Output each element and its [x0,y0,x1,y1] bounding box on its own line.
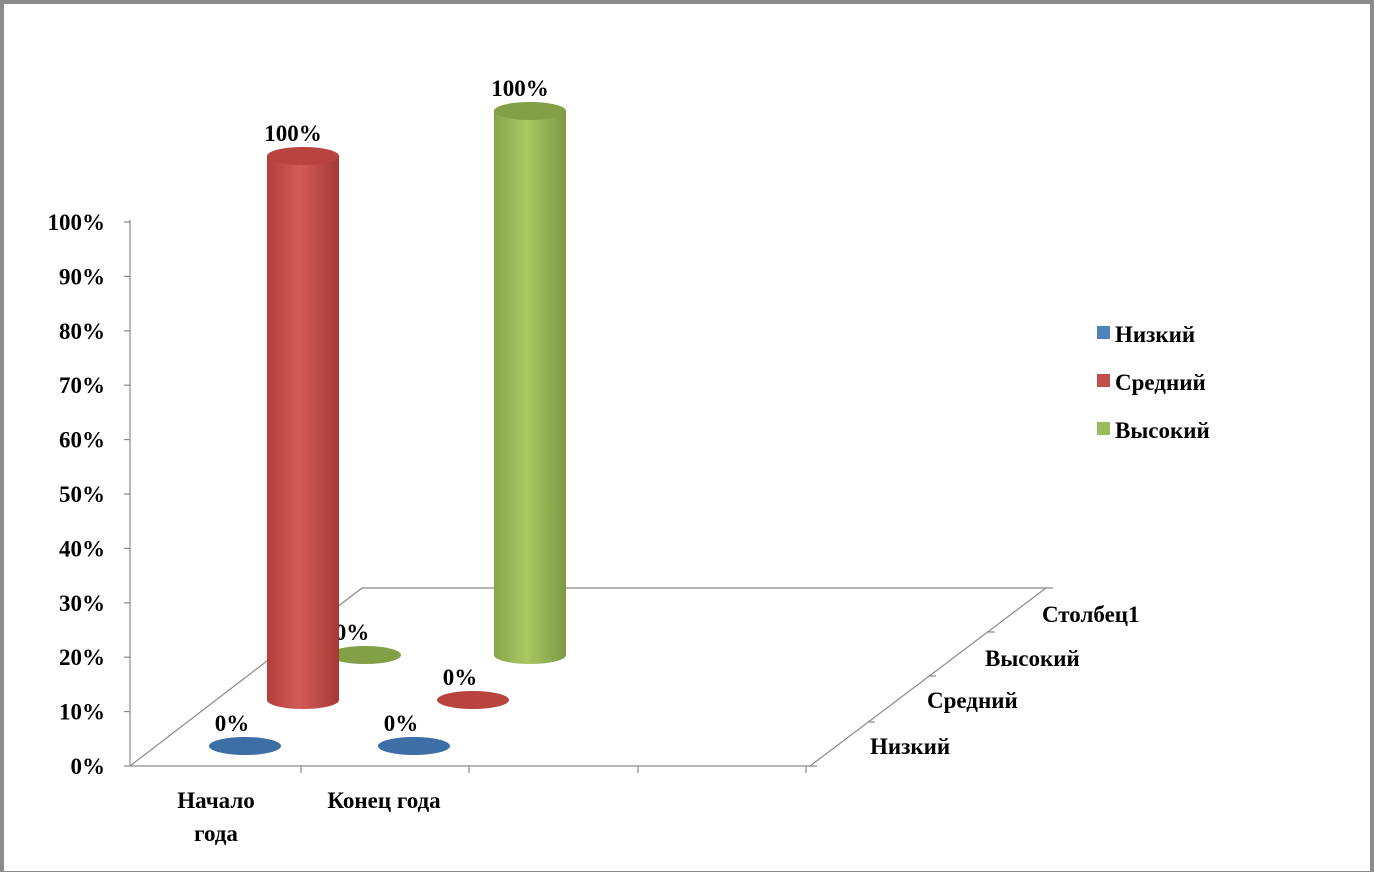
x-category-label: Начало [177,788,255,813]
bar-Высокий-Конец года: 100% [491,76,566,664]
data-label: 0% [384,711,419,736]
bar-Средний-Начало года: 100% [264,121,339,709]
bar-Средний-Конец года: 0% [437,665,509,709]
depth-category-label: Столбец1 [1042,602,1140,627]
bar-Высокий-Начало года: 0% [329,620,401,664]
bar-body [494,111,566,664]
y-tick-label: 0% [71,754,106,779]
bar-cap [494,102,566,120]
depth-category-label: Средний [927,688,1018,713]
bar-cap [329,646,401,664]
x-axis-categories: Начало года Конец года [177,788,441,846]
legend-swatch [1097,422,1110,435]
data-label: 0% [335,620,370,645]
y-tick-label: 90% [59,264,105,289]
y-tick-label: 10% [59,700,105,725]
data-label: 100% [491,76,549,101]
legend-label: Средний [1115,370,1206,395]
depth-category-label: Низкий [870,734,950,759]
legend-swatch [1097,374,1110,387]
y-tick-label: 70% [59,373,105,398]
legend-swatch [1097,326,1110,339]
bar-body [267,156,339,709]
legend: Низкий Средний Высокий [1097,322,1210,443]
legend-label: Низкий [1115,322,1195,347]
x-category-label: Конец года [327,788,441,813]
bar-cap [209,737,281,755]
data-label: 0% [215,711,250,736]
depth-axis-categories: Низкий Средний Высокий Столбец1 [870,602,1140,759]
y-tick-label: 100% [48,210,106,235]
bar-cap [437,691,509,709]
y-tick-label: 20% [59,645,105,670]
y-axis-ticks: 0% 10% 20% 30% 40% 50% 60% 70% 80% 90% 100% [48,210,130,779]
y-tick-label: 80% [59,319,105,344]
bar-cap [378,737,450,755]
bars: 0% 100% 100% 0% 0% 0% [209,76,566,755]
y-tick-label: 60% [59,428,105,453]
y-tick-label: 50% [59,482,105,507]
bar-cap [267,147,339,165]
legend-label: Высокий [1115,418,1210,443]
x-category-label: года [194,821,238,846]
data-label: 0% [443,665,478,690]
bar-Низкий-Начало года: 0% [209,711,281,755]
bar-Низкий-Конец года: 0% [378,711,450,755]
depth-category-label: Высокий [985,646,1080,671]
data-label: 100% [264,121,322,146]
y-tick-label: 40% [59,536,105,561]
y-tick-label: 30% [59,591,105,616]
